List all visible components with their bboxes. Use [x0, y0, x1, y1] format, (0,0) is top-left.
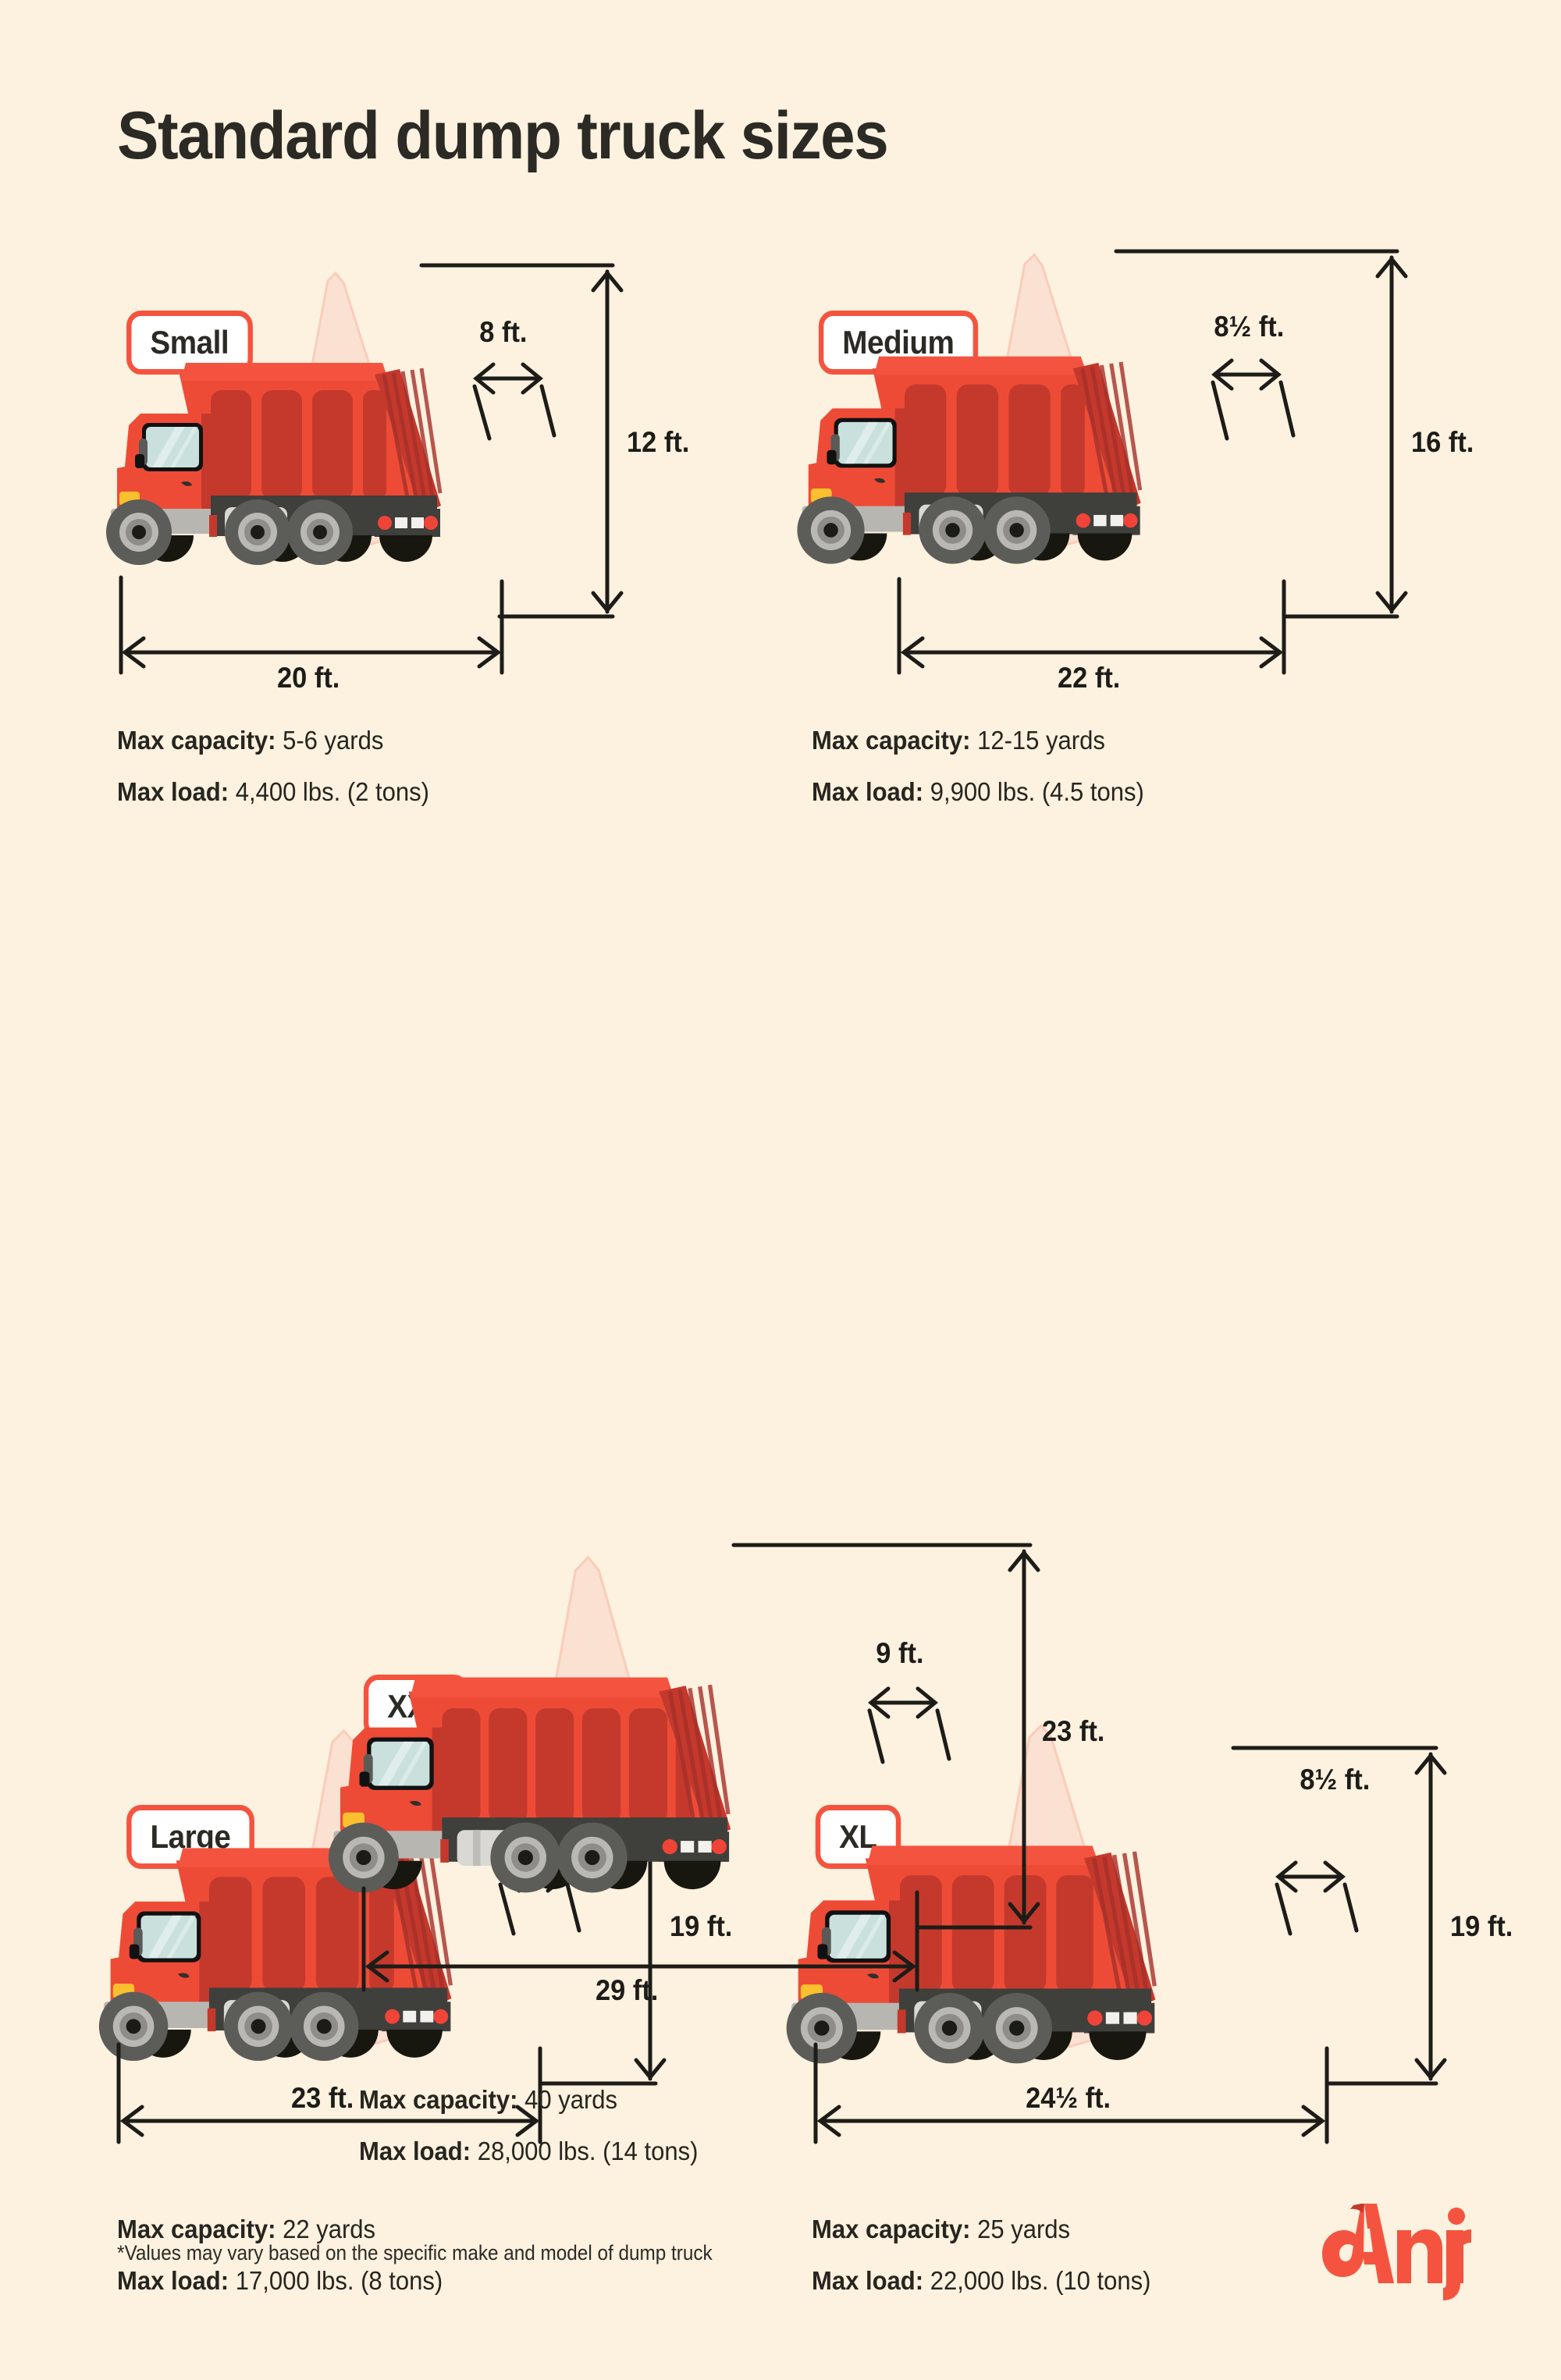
size-badge-small: Small — [126, 311, 253, 375]
spec-load-xl: Max load: 22,000 lbs. (10 tons) — [812, 2266, 1151, 2296]
dimension-length-small: 20 ft. — [277, 662, 340, 694]
truck-wheels — [786, 1992, 1147, 2064]
size-badge-label: Medium — [842, 324, 955, 361]
dimension-width-large: 8½ ft. — [525, 1764, 596, 1796]
spec-load-small: Max load: 4,400 lbs. (2 tons) — [117, 777, 429, 807]
dimension-height-large: 19 ft. — [670, 1910, 733, 1942]
spec-capacity-small: Max capacity: 5-6 yards — [117, 726, 383, 755]
size-block-medium: Medium — [780, 0, 1561, 827]
truck-cab — [104, 1901, 219, 2028]
size-block-xl: XL — [780, 827, 1561, 2295]
angi-logo — [1322, 2204, 1471, 2300]
size-badge-label: XL — [839, 1818, 877, 1855]
spec-capacity-xl: Max capacity: 25 yards — [812, 2215, 1070, 2244]
size-badge-label: Small — [150, 324, 229, 361]
truck-wheels — [98, 1991, 443, 2062]
size-block-small: Small — [0, 0, 780, 827]
footnote-text: *Values may vary based on the specific m… — [117, 2241, 713, 2265]
spec-load-value: 22,000 lbs. (10 tons) — [930, 2266, 1151, 2295]
truck-wheels — [797, 496, 1133, 564]
dimension-height-small: 12 ft. — [627, 426, 690, 458]
dimension-length-xl: 24½ ft. — [1026, 2082, 1111, 2114]
spec-capacity-medium: Max capacity: 12-15 yards — [812, 726, 1105, 755]
spec-capacity-label: Max capacity: — [117, 726, 276, 755]
truck-wheels — [106, 499, 432, 565]
truck-bed — [180, 363, 443, 515]
dimension-length-large: 23 ft. — [291, 2082, 354, 2114]
spec-load-label: Max load: — [812, 777, 924, 806]
spec-capacity-label: Max capacity: — [117, 2215, 276, 2243]
spec-capacity-value: 5-6 yards — [283, 726, 384, 755]
spec-load-label: Max load: — [117, 2266, 229, 2295]
dimension-width-small: 8 ft. — [479, 316, 528, 348]
spec-capacity-value: 12-15 yards — [977, 726, 1105, 755]
spec-load-value: 4,400 lbs. (2 tons) — [235, 777, 429, 806]
spec-load-value: 17,000 lbs. (8 tons) — [235, 2266, 443, 2295]
spec-load-large: Max load: 17,000 lbs. (8 tons) — [117, 2266, 443, 2296]
truck-illustration-medium — [797, 252, 1143, 564]
spec-load-label: Max load: — [812, 2266, 924, 2295]
spec-load-label: Max load: — [117, 777, 229, 806]
dimension-lines-medium — [897, 249, 1408, 675]
spec-capacity-large: Max capacity: 22 yards — [117, 2215, 375, 2244]
dimension-length-medium: 22 ft. — [1058, 662, 1121, 694]
dimension-width-xl: 8½ ft. — [1300, 1764, 1371, 1796]
spec-capacity-value: 22 yards — [283, 2215, 376, 2243]
spec-capacity-label: Max capacity: — [812, 2215, 971, 2243]
size-block-large: Large — [0, 827, 780, 2295]
spec-capacity-label: Max capacity: — [812, 726, 971, 755]
dimension-lines-xl — [813, 1746, 1447, 2144]
dimension-width-medium: 8½ ft. — [1214, 311, 1285, 343]
dimension-height-xl: 19 ft. — [1450, 1910, 1513, 1942]
spec-load-medium: Max load: 9,900 lbs. (4.5 tons) — [812, 777, 1144, 807]
dimension-height-medium: 16 ft. — [1411, 426, 1474, 458]
dimension-lines-small — [119, 263, 624, 675]
truck-illustration-small — [106, 271, 443, 565]
page-title: Standard dump truck sizes — [117, 98, 889, 173]
truck-bed — [865, 1845, 1157, 2010]
dimension-lines-large — [116, 1746, 667, 2144]
spec-capacity-value: 25 yards — [977, 2215, 1071, 2243]
spec-load-value: 9,900 lbs. (4.5 tons) — [930, 777, 1144, 806]
truck-bed — [872, 356, 1143, 513]
